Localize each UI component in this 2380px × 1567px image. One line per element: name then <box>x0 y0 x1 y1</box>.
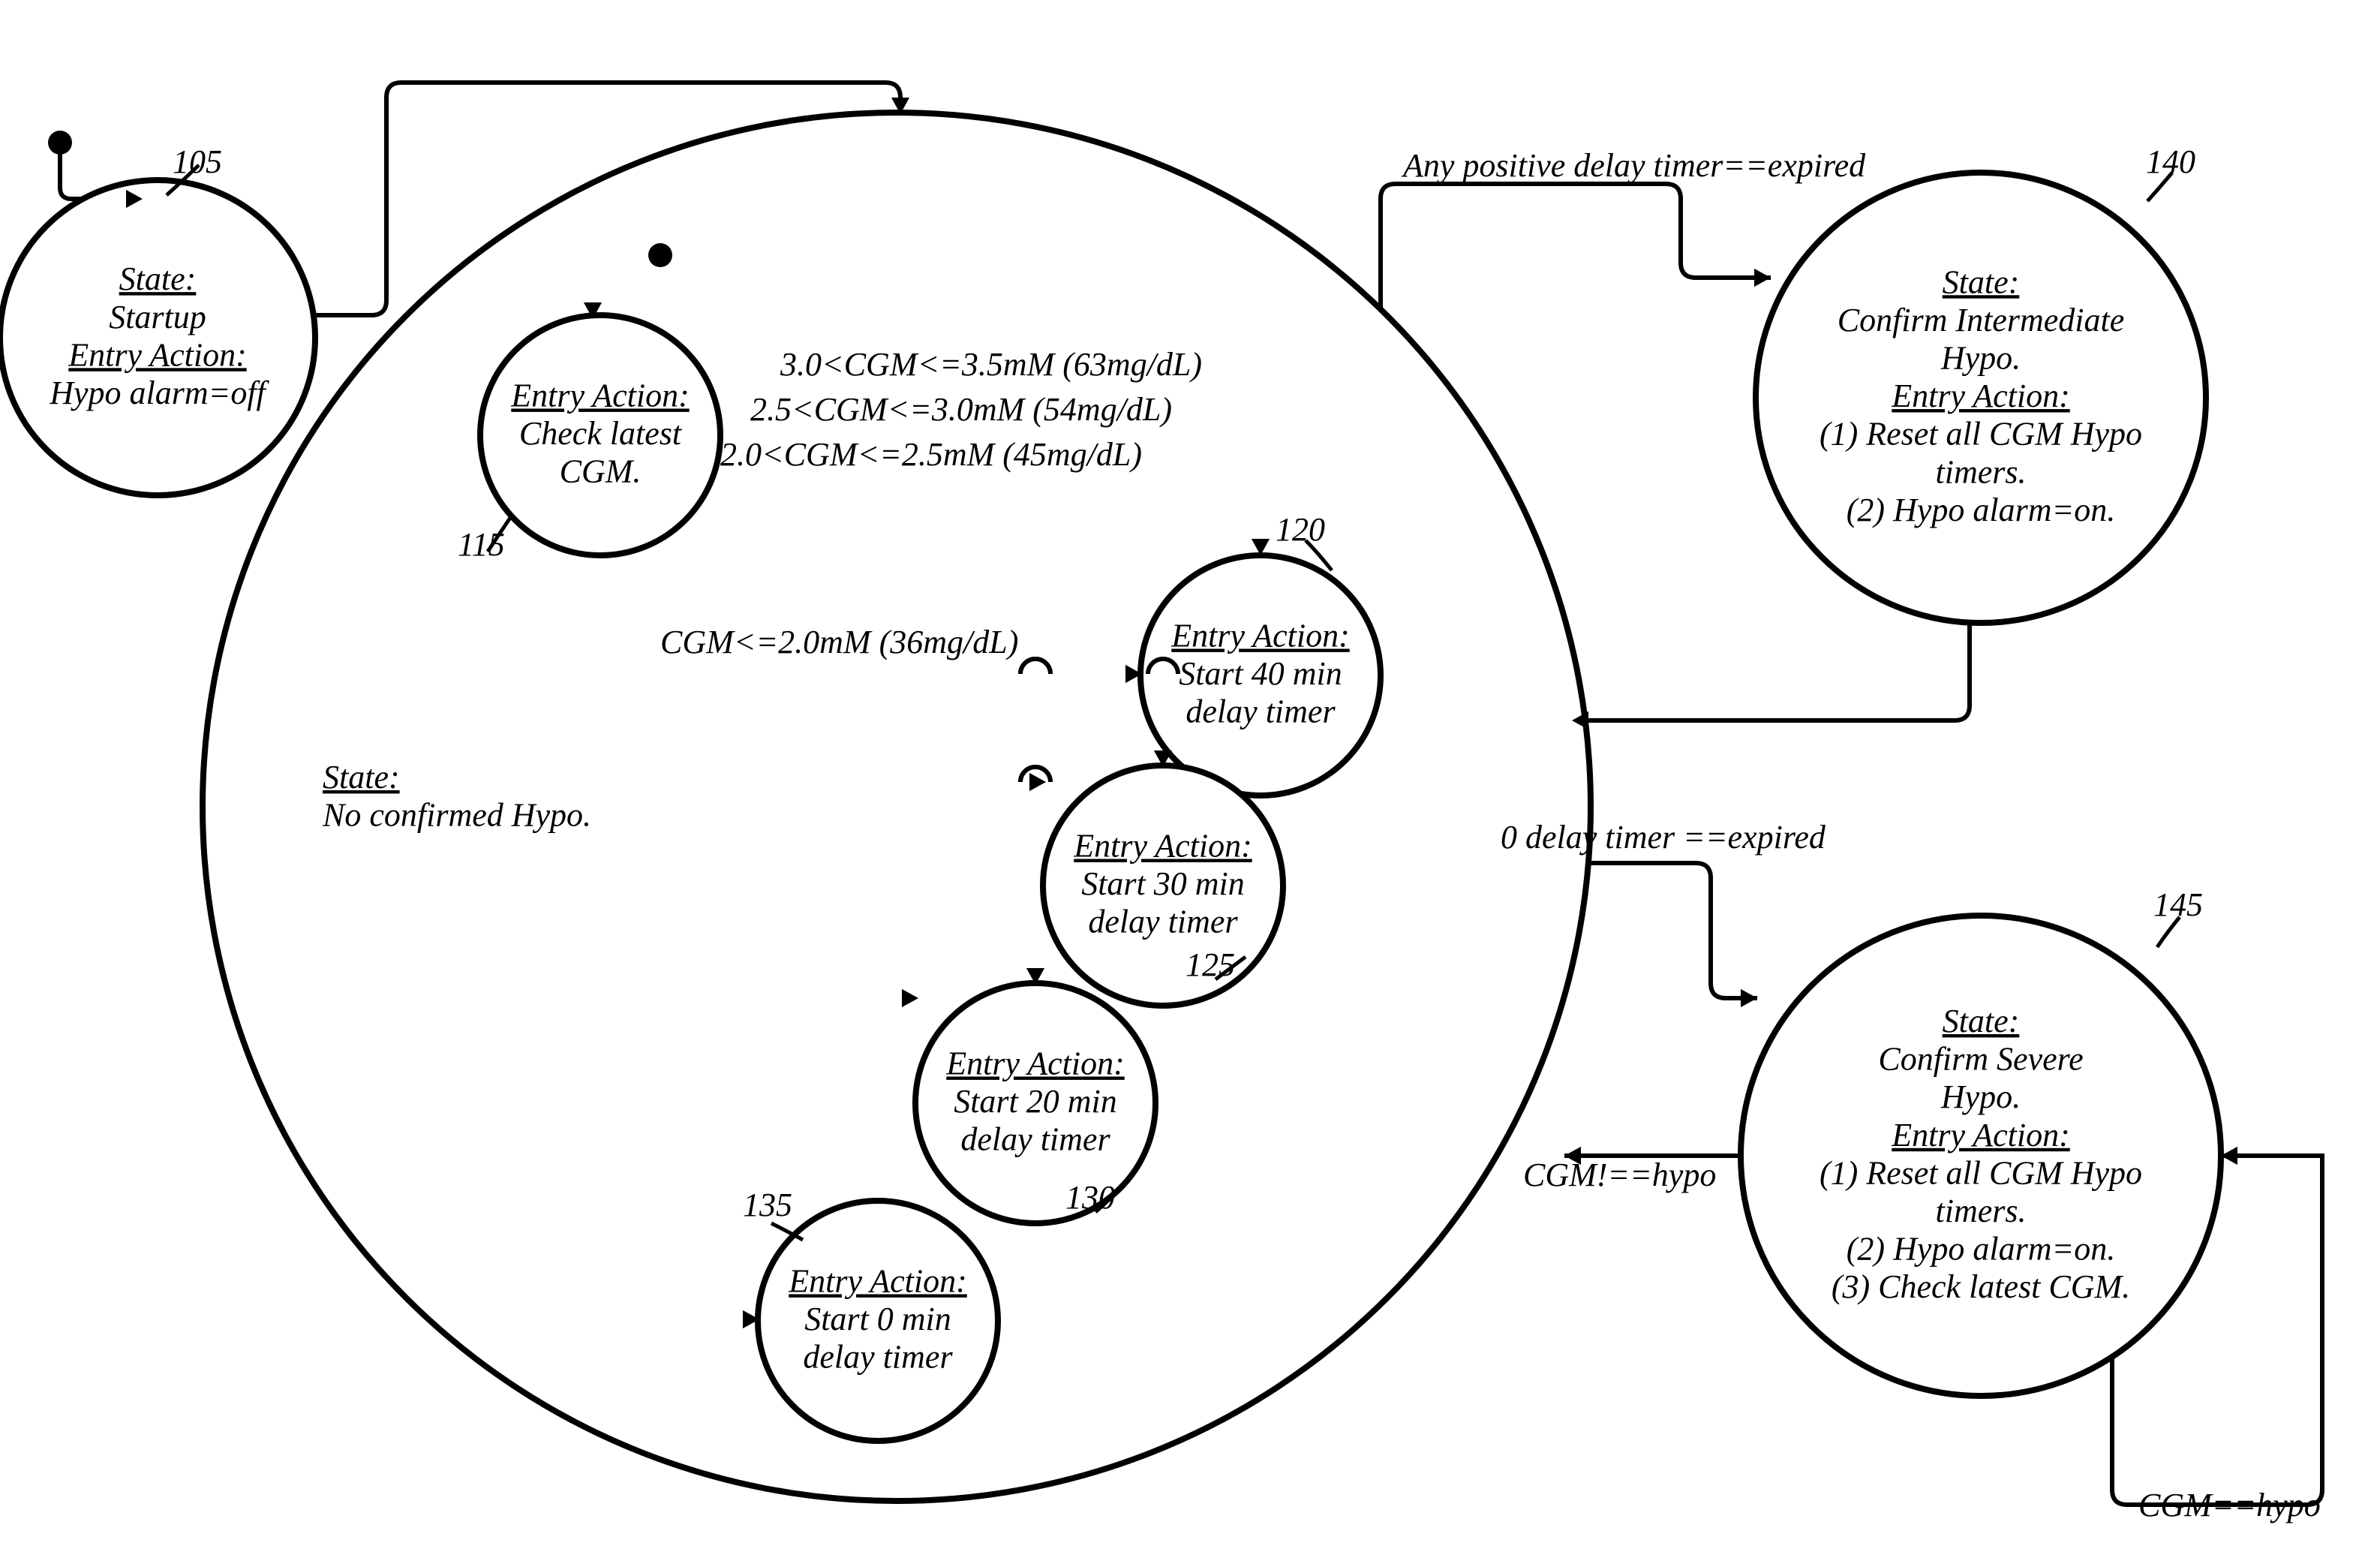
state-check-cgm-line-2: CGM. <box>560 453 642 490</box>
ref-num-115: 115 <box>458 526 505 563</box>
transition-label-t_20: CGM<=2.0mM (36mg/dL) <box>660 624 1018 660</box>
edge-intermediate-to-composite <box>1572 621 1970 720</box>
ref-num-105: 105 <box>173 143 222 180</box>
ref-num-130: 130 <box>1065 1179 1115 1216</box>
state-diagram: State:No confirmed Hypo.State:StartupEnt… <box>0 0 2380 1567</box>
state-timer40-line-2: delay timer <box>1185 693 1336 730</box>
line-crossing-jump <box>1020 659 1050 674</box>
state-startup-line-2: Entry Action: <box>68 336 246 373</box>
state-confirm-intermediate-line-6: (2) Hypo alarm=on. <box>1847 492 2115 528</box>
state-timer30-line-2: delay timer <box>1088 904 1238 940</box>
transition-label-t_25: 2.0<CGM<=2.5mM (45mg/dL) <box>720 436 1142 473</box>
state-no-confirmed-hypo-title: State: <box>323 759 400 796</box>
state-confirm-intermediate-line-5: timers. <box>1936 453 2027 490</box>
transition-label-t_30: 2.5<CGM<=3.0mM (54mg/dL) <box>750 391 1172 428</box>
state-confirm-severe-line-7: (3) Check latest CGM. <box>1832 1268 2130 1305</box>
transition-label-t_any_pos: Any positive delay timer==expired <box>1401 147 1866 184</box>
transition-label-t_cgm_hypo: CGM==hypo <box>2138 1487 2321 1523</box>
state-confirm-intermediate-line-1: Confirm Intermediate <box>1838 302 2125 338</box>
state-timer30-line-1: Start 30 min <box>1081 865 1245 902</box>
state-no-confirmed-hypo-title2: No confirmed Hypo. <box>322 797 591 834</box>
state-confirm-severe-line-5: timers. <box>1936 1193 2027 1229</box>
edge-composite-to-intermediate <box>1381 184 1771 311</box>
state-timer20-line-2: delay timer <box>960 1121 1110 1158</box>
state-timer20-line-0: Entry Action: <box>945 1045 1124 1082</box>
ref-num-120: 120 <box>1276 511 1325 548</box>
state-timer0-line-1: Start 0 min <box>804 1301 951 1337</box>
ref-num-145: 145 <box>2153 886 2203 923</box>
state-startup-line-0: State: <box>119 260 197 297</box>
state-timer20-line-1: Start 20 min <box>954 1083 1117 1120</box>
ref-num-125: 125 <box>1185 946 1235 983</box>
ref-num-135: 135 <box>743 1187 792 1223</box>
state-confirm-intermediate-line-3: Entry Action: <box>1891 377 2069 414</box>
state-confirm-intermediate-line-2: Hypo. <box>1940 340 2021 377</box>
state-confirm-severe-line-3: Entry Action: <box>1891 1117 2069 1153</box>
state-check-cgm-line-0: Entry Action: <box>510 377 689 414</box>
state-startup-line-1: Startup <box>109 299 206 335</box>
state-confirm-severe-line-0: State: <box>1943 1003 2020 1039</box>
transition-label-t_35: 3.0<CGM<=3.5mM (63mg/dL) <box>780 346 1202 383</box>
state-timer0-line-2: delay timer <box>803 1339 953 1376</box>
state-timer0-line-0: Entry Action: <box>788 1263 966 1300</box>
arrowhead <box>1741 989 1757 1007</box>
state-timer40-line-1: Start 40 min <box>1179 655 1342 692</box>
arrowhead <box>1754 269 1771 287</box>
ref-num-140: 140 <box>2146 143 2195 180</box>
transition-label-t_zero_exp: 0 delay timer ==expired <box>1501 819 1826 856</box>
state-confirm-severe-line-2: Hypo. <box>1940 1078 2021 1115</box>
state-timer30-line-0: Entry Action: <box>1073 828 1252 865</box>
state-check-cgm-line-1: Check latest <box>519 415 683 452</box>
state-confirm-intermediate-line-0: State: <box>1943 263 2020 300</box>
edge-composite-to-severe <box>1576 863 1757 998</box>
state-startup-line-3: Hypo alarm=off <box>49 374 269 411</box>
state-confirm-severe-line-1: Confirm Severe <box>1878 1041 2083 1078</box>
state-confirm-severe-line-6: (2) Hypo alarm=on. <box>1847 1231 2115 1268</box>
state-confirm-severe-line-4: (1) Reset all CGM Hypo <box>1820 1154 2142 1191</box>
state-timer40-line-0: Entry Action: <box>1170 618 1349 654</box>
init-inner <box>648 243 672 267</box>
line-crossing-jump <box>1148 659 1178 674</box>
state-confirm-intermediate-line-4: (1) Reset all CGM Hypo <box>1820 416 2142 453</box>
init-outer <box>48 131 72 155</box>
transition-label-t_cgm_not_hypo: CGM!==hypo <box>1523 1156 1716 1193</box>
